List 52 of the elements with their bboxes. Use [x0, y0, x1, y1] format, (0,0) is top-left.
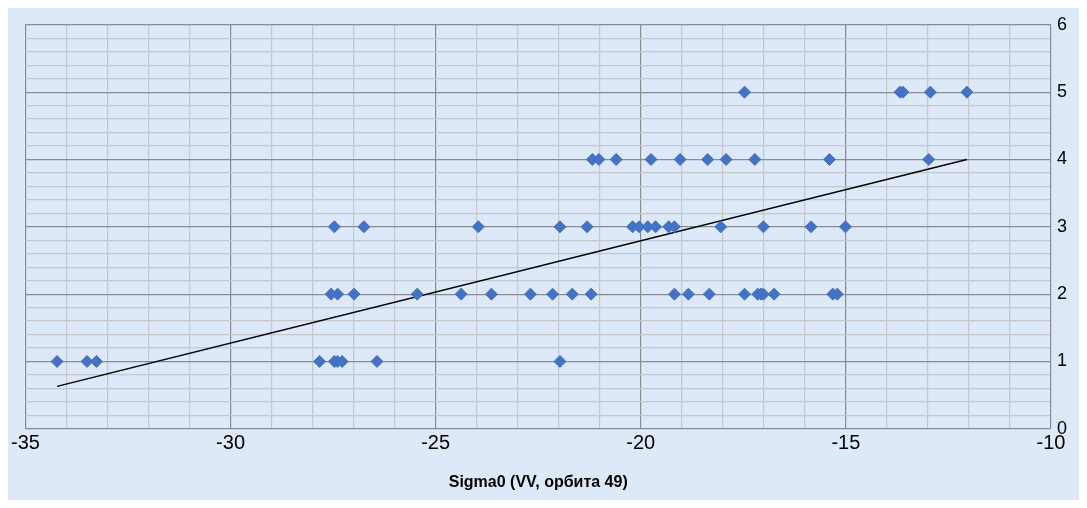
- point: [838, 220, 852, 234]
- point: [923, 85, 937, 99]
- point: [804, 220, 818, 234]
- x-tick-label: -15: [831, 431, 861, 454]
- y-tick-label: 4: [1056, 148, 1067, 169]
- y-tick-label: 5: [1056, 81, 1067, 102]
- point: [89, 354, 103, 368]
- point: [313, 354, 327, 368]
- point: [922, 152, 936, 166]
- point: [484, 287, 498, 301]
- y-tick-label: 6: [1056, 13, 1067, 34]
- point: [748, 152, 762, 166]
- point: [80, 354, 94, 368]
- point: [471, 220, 485, 234]
- x-tick-label: -35: [11, 431, 40, 454]
- point: [50, 354, 64, 368]
- y-tick-label: 3: [1056, 215, 1067, 236]
- y-tick-label: 1: [1056, 350, 1067, 371]
- point: [756, 220, 770, 234]
- point: [584, 287, 598, 301]
- point: [454, 287, 468, 301]
- point: [410, 287, 424, 301]
- point: [327, 220, 341, 234]
- point: [546, 287, 560, 301]
- x-tick-label: -30: [216, 431, 246, 454]
- point: [960, 85, 974, 99]
- point: [644, 152, 658, 166]
- point: [523, 287, 537, 301]
- point: [553, 354, 567, 368]
- point: [738, 287, 752, 301]
- y-tick-label: 2: [1056, 283, 1067, 304]
- point: [370, 354, 384, 368]
- point: [649, 220, 663, 234]
- point: [347, 287, 361, 301]
- point: [738, 85, 752, 99]
- point: [719, 152, 733, 166]
- x-tick-label: -20: [626, 431, 656, 454]
- point: [767, 287, 781, 301]
- point: [609, 152, 623, 166]
- x-axis-title: Sigma0 (VV, орбита 49): [448, 472, 628, 490]
- point: [702, 287, 716, 301]
- point: [565, 287, 579, 301]
- point: [701, 152, 715, 166]
- point: [357, 220, 371, 234]
- point: [822, 152, 836, 166]
- point: [667, 287, 681, 301]
- point: [714, 220, 728, 234]
- point: [553, 220, 567, 234]
- point: [681, 287, 695, 301]
- x-tick-label: -25: [421, 431, 451, 454]
- point: [673, 152, 687, 166]
- point: [580, 220, 594, 234]
